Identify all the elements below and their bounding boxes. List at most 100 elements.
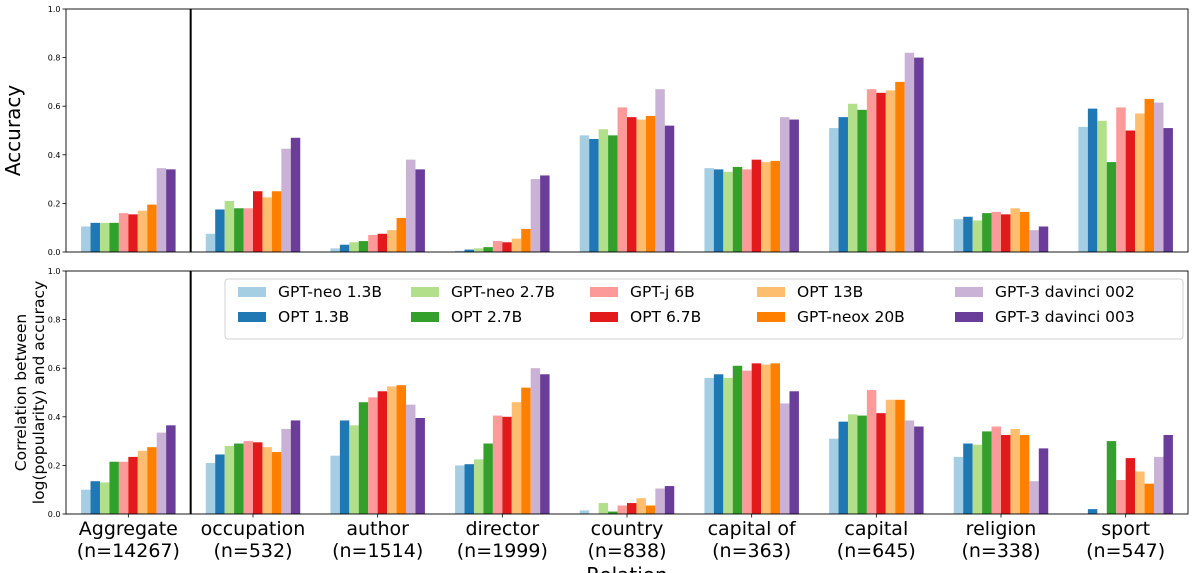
bar-p2-c7-s8	[1029, 481, 1039, 514]
bar-p1-c4-s2	[598, 129, 609, 252]
bar-p2-c4-s4	[617, 505, 627, 514]
bar-p1-c0-s8	[156, 168, 167, 252]
bar-p2-c7-s5	[1001, 435, 1011, 514]
bar-p1-c3-s2	[473, 248, 484, 252]
bar-p1-c1-s1	[215, 209, 225, 252]
bar-p2-c2-s2	[349, 425, 359, 514]
ytick-label-p2-3: 0.6	[48, 364, 61, 373]
bar-p1-c2-s3	[358, 241, 369, 252]
bar-p2-c4-s6	[636, 498, 646, 514]
bar-p1-c5-s4	[742, 169, 752, 252]
bar-p1-c0-s4	[118, 213, 129, 252]
bar-p1-c7-s0	[953, 219, 964, 252]
bar-p1-c5-s3	[732, 166, 743, 252]
bar-p2-c0-s5	[128, 456, 138, 514]
bar-p1-c6-s5	[876, 92, 886, 252]
bar-p2-c6-s0	[829, 438, 839, 514]
bar-p2-c5-s4	[742, 370, 752, 514]
category-label-5: capital of	[708, 518, 797, 540]
bar-p2-c1-s5	[253, 442, 263, 514]
bar-p1-c1-s8	[281, 148, 291, 252]
bar-p2-c3-s9	[540, 374, 550, 514]
ytick-label-p1-2: 0.4	[48, 151, 61, 160]
bar-p2-c0-s2	[99, 482, 110, 514]
bar-p2-c1-s0	[205, 462, 216, 514]
legend-swatch-2	[411, 287, 439, 297]
bar-p1-c5-s5	[751, 159, 762, 252]
bar-p2-c1-s1	[215, 454, 225, 514]
bar-p2-c3-s2	[473, 459, 484, 514]
bar-p1-c4-s7	[645, 115, 656, 252]
y-axis-label-p1: Accuracy	[1, 85, 25, 176]
bar-p2-c3-s6	[511, 402, 522, 514]
bar-p1-c4-s6	[636, 119, 646, 252]
bar-p1-c0-s2	[99, 222, 110, 252]
bar-p2-c8-s9	[1163, 435, 1173, 514]
ytick-label-p2-1: 0.2	[48, 461, 61, 470]
bar-p1-c1-s2	[224, 200, 235, 252]
bar-p1-c2-s7	[396, 217, 407, 252]
bar-p2-c5-s3	[732, 365, 743, 514]
bar-p1-c7-s4	[991, 211, 1001, 252]
bar-p1-c4-s4	[617, 107, 627, 252]
bar-p2-c7-s0	[953, 456, 964, 514]
bar-p2-c5-s2	[723, 377, 733, 514]
bar-p1-c5-s0	[704, 168, 714, 252]
legend-swatch-4	[590, 287, 618, 297]
bar-p2-c5-s6	[761, 364, 771, 514]
legend-box	[224, 278, 1184, 340]
bar-p1-c2-s0	[330, 248, 340, 252]
bar-p1-c1-s7	[271, 191, 282, 252]
category-label-3: director	[465, 518, 539, 540]
bar-p1-c6-s7	[895, 81, 905, 253]
legend-swatch-0	[238, 287, 266, 297]
category-count-6: (n=645)	[837, 540, 916, 562]
bar-p1-c4-s5	[627, 117, 637, 252]
bar-p2-c0-s4	[118, 461, 129, 514]
bar-p1-c3-s1	[464, 249, 474, 252]
bar-p2-c3-s0	[455, 465, 465, 514]
legend-label-0: GPT-neo 1.3B	[278, 283, 382, 301]
legend-swatch-5	[590, 312, 618, 322]
bar-p1-c7-s8	[1029, 230, 1039, 252]
bar-p1-c0-s9	[166, 169, 176, 252]
bar-p1-c8-s0	[1078, 126, 1088, 252]
ytick-label-p2-0: 0.0	[48, 510, 61, 519]
bar-p2-c8-s7	[1144, 483, 1155, 515]
bar-p2-c6-s8	[904, 420, 915, 514]
bar-p1-c6-s2	[847, 103, 858, 253]
bar-p2-c1-s7	[271, 452, 282, 514]
bar-p1-c5-s8	[780, 117, 790, 252]
bar-p2-c2-s0	[330, 455, 340, 514]
bar-p1-c1-s4	[243, 208, 253, 252]
bar-p1-c2-s1	[339, 244, 350, 252]
bar-p1-c2-s2	[349, 242, 359, 252]
bar-p2-c8-s1	[1087, 509, 1098, 514]
bar-p2-c3-s1	[464, 464, 474, 514]
bar-p1-c0-s5	[128, 214, 138, 252]
bar-p2-c4-s7	[645, 505, 656, 514]
bar-p1-c1-s9	[290, 137, 301, 252]
category-label-0: Aggregate	[79, 518, 178, 540]
bar-p1-c7-s2	[972, 220, 983, 252]
bar-p2-c3-s3	[483, 443, 493, 514]
bar-p1-c3-s9	[540, 175, 550, 252]
category-count-4: (n=838)	[587, 540, 666, 562]
panel-1-frame	[65, 8, 1189, 253]
ytick-label-p1-1: 0.2	[48, 199, 61, 208]
bar-p1-c3-s7	[521, 228, 531, 252]
legend-label-9: GPT-3 davinci 003	[995, 308, 1135, 326]
legend-swatch-7	[757, 312, 785, 322]
bar-p2-c6-s7	[895, 399, 905, 514]
bar-p1-c7-s7	[1019, 211, 1030, 252]
bar-p1-c5-s7	[770, 160, 781, 253]
legend-label-4: GPT-j 6B	[630, 283, 695, 301]
ytick-label-p1-0: 0.0	[48, 248, 61, 257]
bar-p2-c5-s9	[789, 391, 799, 514]
bar-p1-c7-s5	[1001, 214, 1011, 252]
bar-p2-c2-s6	[387, 386, 397, 514]
bar-p1-c7-s6	[1010, 208, 1020, 252]
legend-swatch-6	[757, 287, 785, 297]
bar-p2-c2-s1	[339, 420, 350, 514]
legend-swatch-9	[955, 312, 983, 322]
